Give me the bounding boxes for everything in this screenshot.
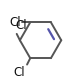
Text: Cl: Cl: [10, 16, 21, 29]
Text: Cl: Cl: [14, 66, 25, 79]
Text: Cl: Cl: [15, 19, 27, 32]
